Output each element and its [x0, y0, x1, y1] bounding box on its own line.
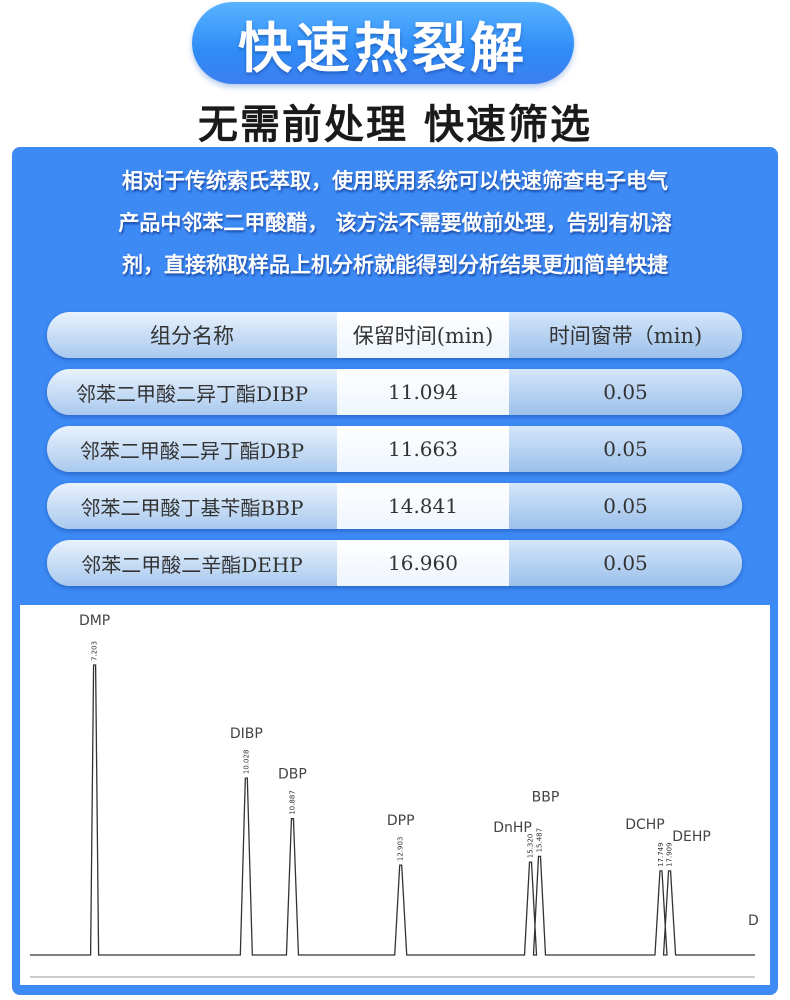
table-row: 邻苯二甲酸二异丁酯DBP 11.663 0.05 — [47, 426, 742, 472]
intro-line: 剂，直接称取样品上机分析就能得到分析结果更加简单快捷 — [122, 253, 668, 277]
peak-name-label: DIBP — [230, 726, 263, 742]
peak-rt-label: 10.887 — [288, 790, 296, 815]
time-window: 0.05 — [509, 369, 742, 415]
time-window: 0.05 — [509, 483, 742, 529]
signal-trace — [30, 664, 755, 956]
column-header: 时间窗带（min) — [509, 312, 742, 358]
time-window: 0.05 — [509, 426, 742, 472]
peak-name-label: DnHP — [493, 820, 532, 836]
peak-rt-label: 12.903 — [397, 837, 405, 862]
page-title: 快速热裂解 — [238, 16, 528, 80]
column-header: 保留时间(min) — [337, 312, 509, 358]
peak-name-label: DPP — [387, 813, 415, 829]
compound-name: 邻苯二甲酸二异丁酯DBP — [47, 426, 337, 472]
retention-time: 11.663 — [337, 426, 509, 472]
truncated-peak-label: D — [748, 913, 759, 929]
peak-name-label: DEHP — [672, 829, 711, 845]
peak-rt-label: 7.203 — [91, 641, 99, 661]
table-row: 邻苯二甲酸丁基苄酯BBP 14.841 0.05 — [47, 483, 742, 529]
retention-time: 14.841 — [337, 483, 509, 529]
time-window: 0.05 — [509, 540, 742, 586]
table-row: 邻苯二甲酸二辛酯DEHP 16.960 0.05 — [47, 540, 742, 586]
title-banner: 快速热裂解 — [192, 2, 574, 84]
table-header: 组分名称 保留时间(min) 时间窗带（min) — [47, 312, 742, 358]
chromatogram: 7.203 DMP 10.028 DIBP 10.887 DBP 12.903 DPP 15.3… — [20, 605, 770, 985]
peak-rt-label: 17.909 — [666, 842, 674, 867]
column-header: 组分名称 — [47, 312, 337, 358]
peak-rt-label: 15.487 — [535, 828, 543, 853]
chromatogram-svg: 7.203 DMP 10.028 DIBP 10.887 DBP 12.903 DPP 15.3… — [30, 613, 759, 978]
peak-rt-label: 15.320 — [527, 834, 535, 859]
intro-line: 相对于传统索氏萃取，使用联用系统可以快速筛查电子电气 — [122, 169, 668, 193]
intro-text: 相对于传统索氏萃取，使用联用系统可以快速筛查电子电气 产品中邻苯二甲酸醋， 该方… — [40, 160, 750, 286]
peak-name-label: BBP — [532, 789, 560, 805]
retention-time: 16.960 — [337, 540, 509, 586]
peak-name-label: DCHP — [625, 817, 665, 833]
compound-name: 邻苯二甲酸丁基苄酯BBP — [47, 483, 337, 529]
table-row: 邻苯二甲酸二异丁酯DIBP 11.094 0.05 — [47, 369, 742, 415]
compound-name: 邻苯二甲酸二辛酯DEHP — [47, 540, 337, 586]
peak-name-label: DMP — [79, 613, 110, 629]
retention-time: 11.094 — [337, 369, 509, 415]
peak-rt-label: 10.028 — [242, 750, 250, 775]
peak-rt-label: 17.749 — [657, 842, 665, 867]
intro-line: 产品中邻苯二甲酸醋， 该方法不需要做前处理，告别有机溶 — [118, 211, 672, 235]
peak-name-label: DBP — [278, 767, 307, 783]
subtitle: 无需前处理 快速筛选 — [198, 102, 592, 148]
compound-name: 邻苯二甲酸二异丁酯DIBP — [47, 369, 337, 415]
